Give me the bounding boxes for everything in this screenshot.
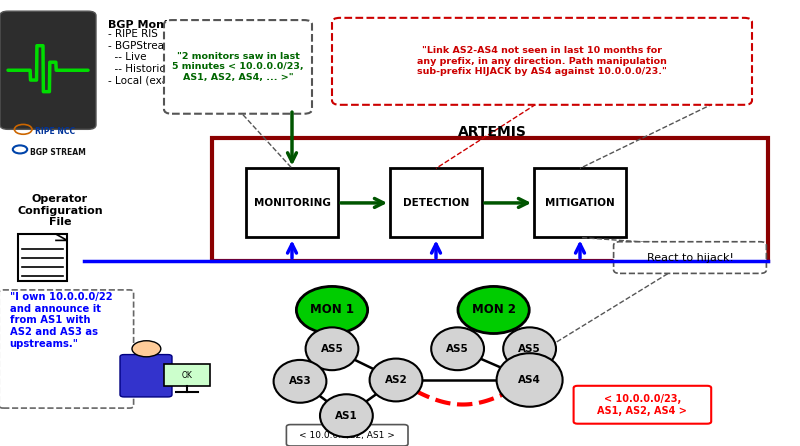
FancyBboxPatch shape (574, 386, 711, 424)
Text: < 10.0.0.0/23,
AS1, AS2, AS4 >: < 10.0.0.0/23, AS1, AS2, AS4 > (598, 394, 687, 416)
Text: BGP Monitors:: BGP Monitors: (108, 20, 198, 30)
Text: AS5: AS5 (518, 344, 541, 354)
Text: - RIPE RIS
- BGPStream
  -- Live
  -- Historical
- Local (exaBGP): - RIPE RIS - BGPStream -- Live -- Histor… (108, 29, 194, 85)
FancyBboxPatch shape (246, 168, 338, 237)
Ellipse shape (497, 353, 562, 407)
Ellipse shape (503, 327, 556, 370)
Ellipse shape (274, 360, 326, 403)
Ellipse shape (296, 286, 368, 334)
FancyBboxPatch shape (164, 364, 210, 386)
Text: AS4: AS4 (518, 375, 541, 385)
FancyBboxPatch shape (390, 168, 482, 237)
Text: "Link AS2-AS4 not seen in last 10 months for
any prefix, in any direction. Path : "Link AS2-AS4 not seen in last 10 months… (417, 46, 667, 76)
FancyBboxPatch shape (614, 242, 766, 273)
Text: MON 1: MON 1 (310, 303, 354, 317)
Ellipse shape (431, 327, 484, 370)
Ellipse shape (306, 327, 358, 370)
Text: OK: OK (182, 371, 193, 380)
Text: React to hijack!: React to hijack! (646, 252, 734, 263)
Text: RIPE NCC: RIPE NCC (35, 127, 75, 136)
FancyBboxPatch shape (534, 168, 626, 237)
Text: AS5: AS5 (446, 344, 469, 354)
Text: DETECTION: DETECTION (403, 198, 469, 208)
Text: MITIGATION: MITIGATION (545, 198, 615, 208)
Text: MON 2: MON 2 (472, 303, 516, 317)
Text: < 10.0.0.0/22, AS1 >: < 10.0.0.0/22, AS1 > (299, 431, 395, 440)
Ellipse shape (458, 286, 530, 334)
Text: AS2: AS2 (385, 375, 407, 385)
Text: BGP STREAM: BGP STREAM (30, 148, 86, 157)
Circle shape (132, 341, 161, 357)
Text: AS5: AS5 (321, 344, 343, 354)
Text: Operator
Configuration
File: Operator Configuration File (17, 194, 103, 227)
Text: "I own 10.0.0.0/22
and announce it
from AS1 with
AS2 and AS3 as
upstreams.": "I own 10.0.0.0/22 and announce it from … (10, 292, 112, 348)
FancyBboxPatch shape (0, 11, 96, 129)
FancyBboxPatch shape (120, 355, 172, 397)
Text: MONITORING: MONITORING (254, 198, 330, 208)
Text: "2 monitors saw in last
5 minutes < 10.0.0.0/23,
AS1, AS2, AS4, ... >": "2 monitors saw in last 5 minutes < 10.0… (172, 52, 304, 82)
FancyBboxPatch shape (18, 234, 67, 281)
Ellipse shape (320, 394, 373, 437)
FancyBboxPatch shape (212, 138, 768, 261)
FancyBboxPatch shape (286, 425, 408, 446)
FancyBboxPatch shape (164, 20, 312, 114)
Text: AS3: AS3 (289, 376, 311, 386)
Text: ARTEMIS: ARTEMIS (458, 125, 526, 139)
Text: AS1: AS1 (335, 411, 358, 421)
FancyBboxPatch shape (332, 18, 752, 105)
Ellipse shape (370, 359, 422, 401)
